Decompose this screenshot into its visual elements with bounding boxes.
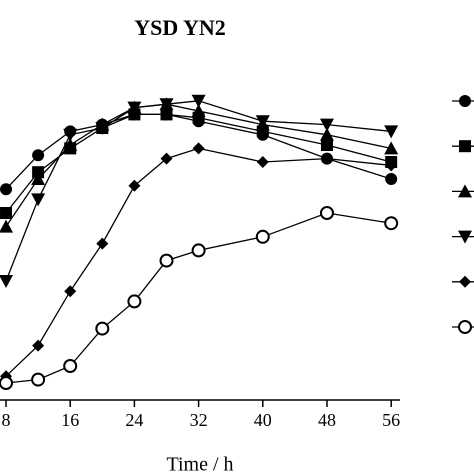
marker bbox=[0, 183, 13, 196]
marker bbox=[256, 125, 269, 138]
marker bbox=[319, 206, 334, 220]
x-tick-label: 24 bbox=[125, 410, 143, 430]
marker bbox=[127, 294, 142, 309]
marker bbox=[31, 193, 46, 207]
marker bbox=[128, 179, 141, 192]
marker bbox=[191, 243, 206, 258]
marker bbox=[160, 108, 173, 121]
marker bbox=[31, 372, 46, 387]
marker bbox=[0, 207, 13, 219]
marker bbox=[95, 122, 110, 135]
marker bbox=[159, 253, 174, 268]
marker bbox=[319, 127, 334, 141]
legend-marker bbox=[458, 230, 472, 244]
series-line bbox=[5, 113, 392, 214]
x-tick-label: 32 bbox=[190, 410, 208, 430]
marker bbox=[320, 152, 333, 165]
marker bbox=[385, 173, 398, 185]
marker bbox=[63, 128, 78, 142]
series-line bbox=[5, 212, 392, 384]
x-tick-label: 8 bbox=[2, 410, 11, 430]
x-axis-label: Time / h bbox=[166, 454, 233, 474]
marker bbox=[0, 275, 14, 288]
marker bbox=[191, 94, 206, 108]
marker bbox=[31, 172, 46, 185]
x-tick-label: 56 bbox=[382, 410, 400, 430]
marker bbox=[0, 219, 14, 233]
marker bbox=[384, 125, 399, 139]
marker bbox=[319, 118, 334, 132]
x-tick-label: 48 bbox=[318, 410, 336, 430]
marker bbox=[384, 141, 399, 155]
x-tick-label: 16 bbox=[61, 410, 79, 430]
marker bbox=[385, 159, 398, 172]
marker bbox=[32, 149, 45, 162]
marker bbox=[64, 285, 77, 298]
marker bbox=[32, 339, 45, 352]
x-tick-label: 40 bbox=[254, 410, 272, 430]
legend-marker bbox=[459, 140, 471, 153]
marker bbox=[0, 376, 14, 390]
legend-marker bbox=[459, 95, 471, 107]
chart-title: YSD YN2 bbox=[134, 15, 225, 40]
marker bbox=[63, 138, 78, 151]
marker bbox=[255, 115, 270, 129]
marker bbox=[159, 98, 174, 112]
marker bbox=[255, 229, 270, 244]
legend-marker bbox=[459, 275, 471, 288]
marker bbox=[192, 142, 205, 155]
marker bbox=[320, 139, 333, 151]
marker bbox=[256, 156, 269, 168]
marker bbox=[384, 216, 399, 231]
marker bbox=[191, 104, 206, 117]
series-line bbox=[5, 100, 392, 282]
marker bbox=[160, 152, 173, 165]
marker bbox=[63, 359, 78, 373]
marker bbox=[127, 101, 142, 115]
series-line bbox=[5, 147, 392, 377]
legend-marker bbox=[458, 320, 472, 334]
marker bbox=[96, 237, 109, 250]
legend-marker bbox=[458, 184, 472, 198]
marker bbox=[95, 321, 110, 336]
